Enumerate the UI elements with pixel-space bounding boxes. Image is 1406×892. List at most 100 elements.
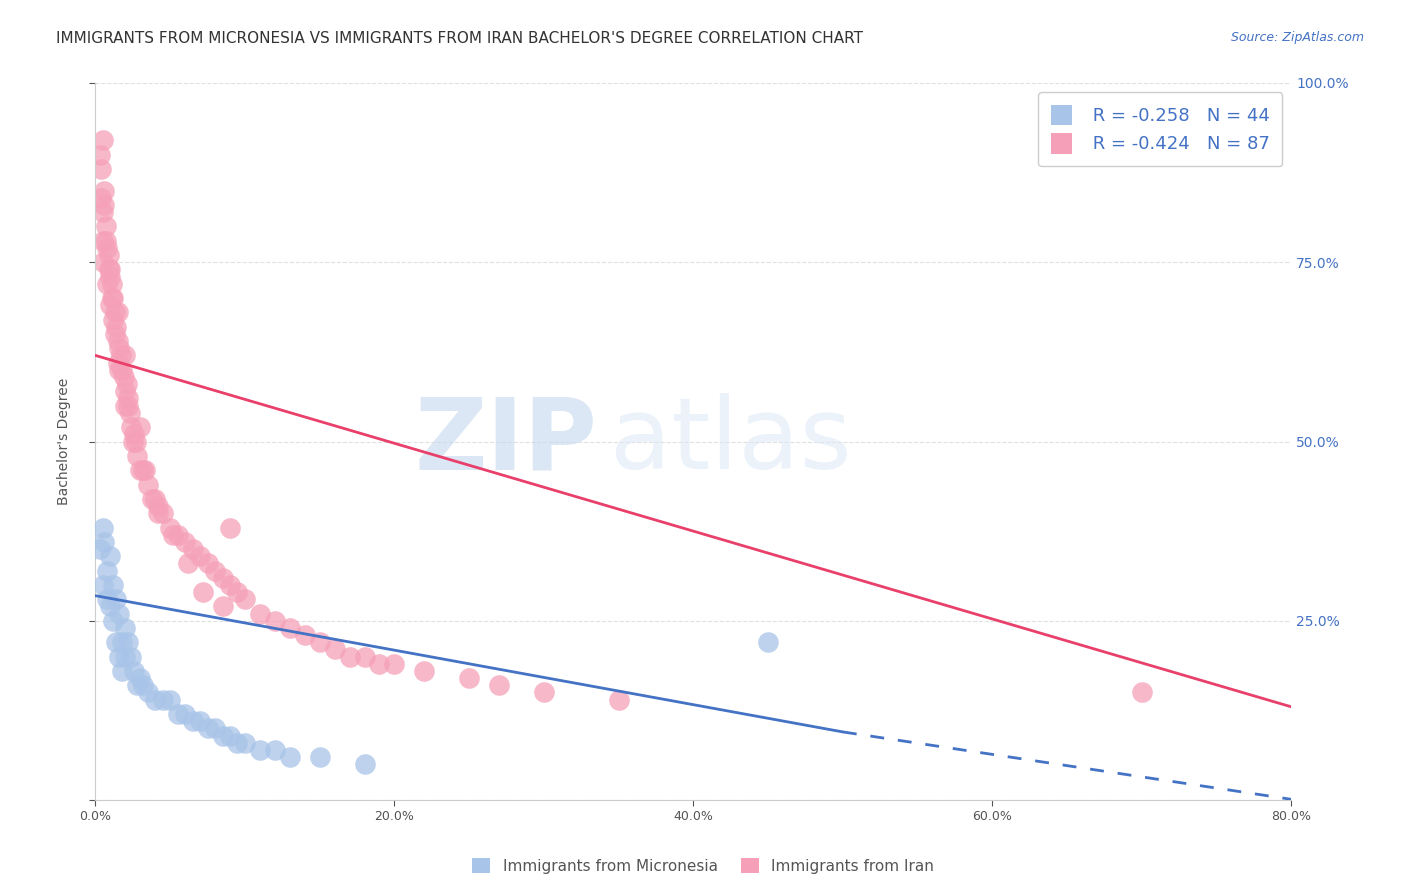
Point: [278, 750, 301, 764]
Point: [129, 463, 152, 477]
Point: [96, 277, 118, 291]
Point: [103, 614, 125, 628]
Point: [97, 262, 120, 277]
Point: [90, 161, 112, 176]
Point: [174, 706, 197, 721]
Point: [533, 685, 555, 699]
Point: [152, 506, 174, 520]
Point: [105, 635, 128, 649]
Point: [104, 326, 127, 341]
Point: [263, 614, 285, 628]
Point: [114, 348, 136, 362]
Point: [458, 671, 481, 685]
Y-axis label: Bachelor's Degree: Bachelor's Degree: [58, 378, 72, 505]
Point: [101, 291, 124, 305]
Point: [117, 635, 139, 649]
Point: [308, 750, 330, 764]
Point: [384, 657, 406, 671]
Point: [96, 592, 118, 607]
Point: [118, 406, 141, 420]
Text: IMMIGRANTS FROM MICRONESIA VS IMMIGRANTS FROM IRAN BACHELOR'S DEGREE CORRELATION: IMMIGRANTS FROM MICRONESIA VS IMMIGRANTS…: [56, 31, 863, 46]
Point: [219, 578, 242, 592]
Point: [91, 578, 114, 592]
Point: [353, 649, 375, 664]
Point: [103, 312, 125, 326]
Point: [249, 607, 271, 621]
Point: [339, 649, 361, 664]
Point: [159, 520, 181, 534]
Point: [141, 491, 163, 506]
Point: [124, 664, 146, 678]
Point: [107, 305, 129, 319]
Point: [204, 722, 226, 736]
Legend:  R = -0.258   N = 44,  R = -0.424   N = 87: R = -0.258 N = 44, R = -0.424 N = 87: [1038, 92, 1282, 166]
Point: [91, 520, 114, 534]
Point: [100, 549, 122, 564]
Point: [191, 585, 214, 599]
Point: [100, 262, 122, 277]
Point: [103, 291, 125, 305]
Point: [101, 277, 124, 291]
Point: [488, 678, 510, 692]
Point: [97, 248, 120, 262]
Point: [211, 571, 233, 585]
Point: [111, 664, 134, 678]
Point: [104, 305, 127, 319]
Point: [607, 692, 630, 706]
Text: Source: ZipAtlas.com: Source: ZipAtlas.com: [1230, 31, 1364, 45]
Point: [136, 477, 159, 491]
Point: [125, 434, 148, 449]
Point: [100, 298, 122, 312]
Point: [219, 520, 242, 534]
Point: [112, 370, 135, 384]
Point: [308, 635, 330, 649]
Point: [100, 269, 122, 284]
Text: ZIP: ZIP: [415, 393, 598, 490]
Point: [132, 463, 155, 477]
Point: [117, 392, 139, 406]
Point: [197, 557, 219, 571]
Point: [89, 542, 111, 557]
Point: [114, 384, 136, 399]
Point: [294, 628, 316, 642]
Point: [117, 399, 139, 413]
Point: [103, 578, 125, 592]
Point: [89, 147, 111, 161]
Point: [136, 685, 159, 699]
Point: [148, 506, 170, 520]
Point: [211, 599, 233, 614]
Point: [90, 191, 112, 205]
Point: [91, 234, 114, 248]
Point: [219, 729, 242, 743]
Point: [233, 736, 256, 750]
Point: [204, 564, 226, 578]
Point: [94, 219, 117, 234]
Point: [91, 255, 114, 269]
Point: [120, 649, 142, 664]
Point: [233, 592, 256, 607]
Point: [181, 714, 204, 728]
Point: [174, 535, 197, 549]
Point: [368, 657, 391, 671]
Point: [278, 621, 301, 635]
Point: [96, 564, 118, 578]
Point: [91, 133, 114, 147]
Point: [197, 722, 219, 736]
Point: [226, 585, 249, 599]
Point: [177, 557, 200, 571]
Point: [159, 692, 181, 706]
Point: [127, 449, 149, 463]
Point: [105, 319, 128, 334]
Point: [756, 635, 779, 649]
Point: [353, 757, 375, 772]
Point: [114, 399, 136, 413]
Point: [148, 499, 170, 513]
Point: [111, 363, 134, 377]
Point: [108, 607, 131, 621]
Point: [100, 599, 122, 614]
Point: [211, 729, 233, 743]
Point: [162, 527, 184, 541]
Point: [413, 664, 436, 678]
Point: [120, 420, 142, 434]
Point: [323, 642, 346, 657]
